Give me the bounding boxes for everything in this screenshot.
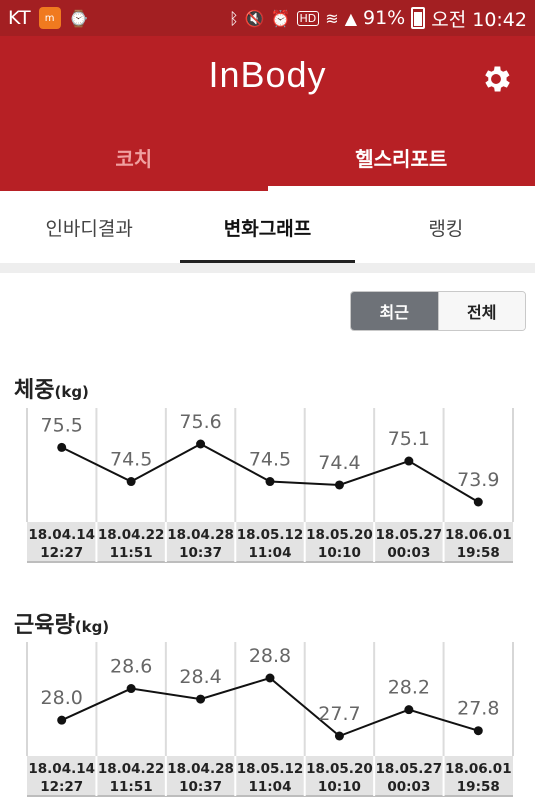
top-tabs: 코치 헬스리포트 (0, 124, 535, 191)
data-label: 28.8 (249, 645, 291, 667)
data-point (266, 674, 275, 683)
x-tick-time: 11:51 (110, 779, 153, 795)
x-tick-time: 11:04 (249, 545, 292, 561)
x-tick-date: 18.04.22 (98, 761, 165, 777)
x-tick-date: 18.05.12 (237, 527, 304, 543)
x-tick-date: 18.06.01 (445, 527, 512, 543)
data-label: 28.6 (110, 656, 152, 678)
tab-change-graph[interactable]: 변화그래프 (178, 191, 356, 263)
carrier-label: KT (8, 7, 31, 29)
x-tick-time: 10:10 (318, 779, 361, 795)
x-tick-time: 10:37 (179, 779, 222, 795)
all-button[interactable]: 전체 (438, 292, 526, 330)
alarm-icon: ⏰ (271, 9, 291, 28)
x-tick-date: 18.05.12 (237, 761, 304, 777)
data-point (57, 443, 66, 452)
x-tick-date: 18.04.28 (167, 761, 234, 777)
section-divider (0, 263, 535, 273)
x-tick-date: 18.05.27 (376, 761, 443, 777)
x-tick-date: 18.04.28 (167, 527, 234, 543)
x-tick-date: 18.04.14 (28, 527, 95, 543)
battery-percent: 91% (363, 7, 405, 29)
x-tick-date: 18.04.14 (28, 761, 95, 777)
tab-health-report[interactable]: 헬스리포트 (268, 124, 535, 191)
notification-app-icon: m (39, 7, 61, 29)
data-point (127, 684, 136, 693)
recent-button[interactable]: 최근 (351, 292, 438, 330)
data-label: 28.4 (179, 666, 221, 688)
app-bar: InBody (0, 36, 535, 124)
hd-icon: HD (297, 11, 320, 26)
data-point (474, 726, 483, 735)
muscle-chart: 28.0 18.04.14 12:27 28.6 18.04.22 11:51 28.4 18… (0, 638, 535, 808)
x-tick-time: 10:10 (318, 545, 361, 561)
muscle-title-text: 근육량 (14, 613, 75, 638)
tab-inbody-results[interactable]: 인바디결과 (0, 191, 178, 263)
x-tick-date: 18.05.20 (306, 761, 373, 777)
x-tick-time: 00:03 (387, 545, 430, 561)
inbody-logo: InBody (0, 54, 535, 96)
data-label: 75.6 (179, 411, 221, 433)
muscle-chart-title: 근육량(kg) (14, 607, 109, 639)
weight-title-text: 체중 (14, 378, 54, 403)
data-label: 75.1 (388, 428, 430, 450)
x-tick-time: 11:51 (110, 545, 153, 561)
x-tick-date: 18.05.20 (306, 527, 373, 543)
data-label: 27.8 (457, 698, 499, 720)
x-tick-time: 11:04 (249, 779, 292, 795)
data-point (57, 716, 66, 725)
status-bar: KT m ⌚ ᛒ 🔇 ⏰ HD ≋ ▲ 91% 오전 10:42 (0, 0, 535, 36)
data-label: 74.5 (110, 449, 152, 471)
weight-chart: 75.5 18.04.14 12:27 74.5 18.04.22 11:51 75.6 18… (0, 404, 535, 564)
data-point (266, 477, 275, 486)
tab-coach[interactable]: 코치 (0, 124, 268, 191)
x-tick-date: 18.05.27 (376, 527, 443, 543)
x-tick-date: 18.04.22 (98, 527, 165, 543)
muscle-unit: (kg) (75, 618, 109, 636)
x-tick-time: 12:27 (40, 779, 83, 795)
data-point (404, 705, 413, 714)
weight-chart-title: 체중(kg) (14, 372, 89, 404)
data-label: 27.7 (318, 703, 360, 725)
notification-icon: ⌚ (69, 9, 89, 28)
data-point (404, 457, 413, 466)
range-toggle: 최근 전체 (350, 291, 526, 331)
data-label: 73.9 (457, 469, 499, 491)
x-tick-time: 19:58 (457, 779, 500, 795)
data-point (196, 695, 205, 704)
battery-icon (411, 7, 425, 29)
tab-ranking[interactable]: 랭킹 (357, 191, 535, 263)
data-label: 28.0 (41, 687, 83, 709)
gear-icon[interactable] (479, 62, 513, 96)
data-point (335, 480, 344, 489)
bluetooth-icon: ᛒ (229, 9, 239, 28)
clock: 오전 10:42 (431, 5, 527, 32)
x-tick-time: 00:03 (387, 779, 430, 795)
x-tick-time: 10:37 (179, 545, 222, 561)
data-label: 74.5 (249, 449, 291, 471)
data-label: 75.5 (41, 414, 83, 436)
x-tick-time: 19:58 (457, 545, 500, 561)
data-point (474, 498, 483, 507)
data-label: 74.4 (318, 452, 360, 474)
x-tick-date: 18.06.01 (445, 761, 512, 777)
signal-icon: ▲ (345, 9, 357, 28)
sub-tabs: 인바디결과 변화그래프 랭킹 (0, 191, 535, 263)
data-point (196, 440, 205, 449)
x-tick-time: 12:27 (40, 545, 83, 561)
mute-icon: 🔇 (245, 9, 265, 28)
weight-unit: (kg) (54, 383, 88, 401)
data-point (127, 477, 136, 486)
data-point (335, 732, 344, 741)
data-label: 28.2 (388, 677, 430, 699)
wifi-icon: ≋ (325, 9, 338, 28)
